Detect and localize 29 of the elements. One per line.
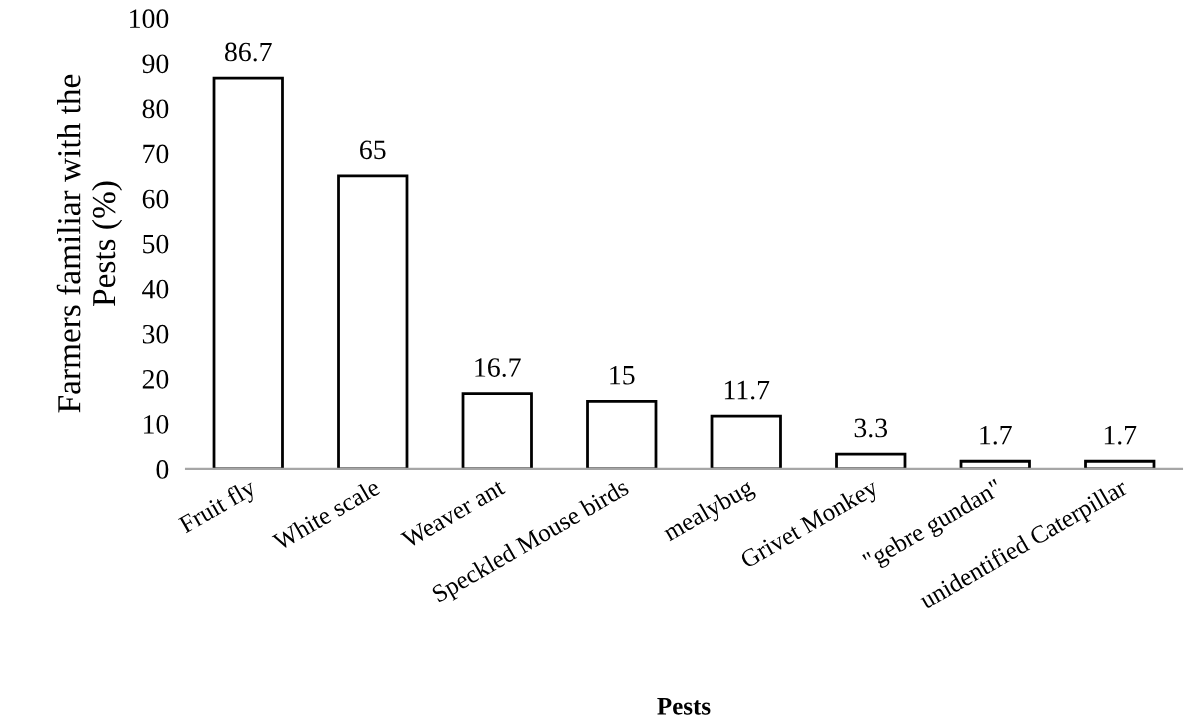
y-tick-label: 30 bbox=[142, 324, 169, 344]
data-label: 1.7 bbox=[1104, 425, 1137, 445]
bar bbox=[212, 76, 284, 469]
data-label: 3.3 bbox=[854, 418, 888, 438]
y-tick-label: 100 bbox=[130, 9, 169, 29]
data-label: 65 bbox=[360, 140, 386, 160]
y-axis-title: Farmers familiar with the Pests (%) bbox=[56, 74, 123, 413]
bar bbox=[337, 174, 409, 469]
bar bbox=[835, 452, 907, 469]
data-label: 86.7 bbox=[225, 42, 272, 62]
y-tick-label: 50 bbox=[143, 234, 169, 254]
y-tick-label: 90 bbox=[142, 54, 169, 74]
y-tick-label: 20 bbox=[142, 369, 169, 389]
x-axis-title: Pests bbox=[657, 698, 711, 715]
x-tick-label: Fruit fly bbox=[177, 477, 260, 539]
bar bbox=[710, 414, 782, 469]
y-tick-label: 80 bbox=[142, 99, 169, 119]
bar bbox=[461, 392, 533, 469]
y-tick-label: 60 bbox=[142, 189, 169, 209]
y-tick-label: 0 bbox=[156, 460, 169, 479]
data-label: 16.7 bbox=[475, 358, 521, 378]
data-label: 15 bbox=[610, 365, 635, 385]
y-tick-label: 40 bbox=[142, 279, 169, 299]
bar bbox=[586, 399, 658, 469]
x-tick-label: White scale bbox=[271, 477, 381, 552]
y-tick-label: 10 bbox=[144, 415, 169, 434]
y-tick-label: 70 bbox=[143, 144, 169, 164]
data-label: 1.7 bbox=[980, 425, 1012, 445]
data-label: 11.7 bbox=[724, 380, 770, 400]
